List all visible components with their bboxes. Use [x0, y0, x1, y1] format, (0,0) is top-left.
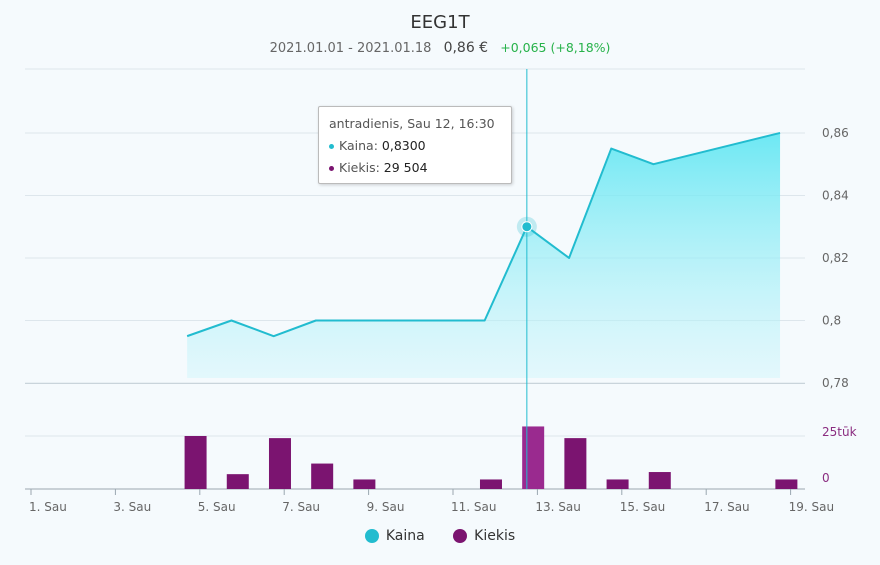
tooltip-price-row: Kaina: 0,8300	[329, 138, 426, 153]
x-tick-label: 1. Sau	[29, 500, 67, 514]
last-price: 0,86 €	[443, 40, 489, 56]
volume-tick-label: 25tūk	[822, 425, 857, 439]
tooltip-qty-value: 29 504	[383, 160, 428, 175]
volume-bar	[479, 479, 502, 489]
x-tick-label: 15. Sau	[620, 500, 665, 514]
volume-bar	[226, 474, 249, 489]
x-tick-label: 11. Sau	[451, 500, 496, 514]
hover-marker	[516, 216, 537, 237]
x-tick-label: 5. Sau	[198, 500, 236, 514]
y-tick-label: 0,8	[822, 314, 841, 328]
volume-bar	[564, 438, 587, 489]
x-tick-label: 7. Sau	[282, 500, 320, 514]
legend-circle-icon	[453, 529, 468, 543]
x-tick-label: 9. Sau	[367, 500, 405, 514]
volume-bar	[648, 472, 671, 489]
price-series	[186, 131, 781, 378]
volume-bar	[311, 463, 334, 489]
legend-item-kiekis[interactable]: Kiekis	[453, 528, 515, 544]
volume-bar	[522, 426, 545, 489]
legend-label-kaina: Kaina	[385, 528, 425, 544]
y-tick-label: 0,78	[822, 376, 849, 390]
legend-circle-icon	[364, 529, 379, 543]
price-line	[186, 131, 781, 338]
volume-bar	[775, 479, 798, 489]
chart-subtitle: 2021.01.01 - 2021.01.18 0,86 € +0,065 (+…	[0, 40, 880, 56]
price-change: +0,065 (+8,18%)	[500, 40, 611, 55]
y-tick-label: 0,84	[822, 188, 849, 202]
date-range: 2021.01.01 - 2021.01.18	[269, 41, 432, 56]
tooltip-price-label: Kaina:	[339, 138, 378, 153]
price-area	[187, 132, 781, 378]
axis-labels: 0,86 0,84 0,82 0,8 0,78 25tūk 0 1. Sau 3. Sau 5. …	[29, 126, 857, 514]
x-tick-label: 13. Sau	[535, 500, 580, 514]
tooltip-qty-row: Kiekis: 29 504	[329, 160, 428, 175]
volume-series	[184, 426, 798, 489]
chart-title: EEG1T	[410, 12, 470, 33]
chart-tooltip: antradienis, Sau 12, 16:30 Kaina: 0,8300…	[318, 106, 512, 184]
chart-legend: Kaina Kiekis	[0, 528, 880, 547]
x-tick-label: 17. Sau	[704, 500, 749, 514]
volume-bar	[184, 436, 207, 489]
tooltip-qty-label: Kiekis:	[339, 160, 380, 175]
legend-item-kaina[interactable]: Kaina	[364, 528, 425, 544]
hover-point	[521, 221, 533, 233]
y-tick-label: 0,82	[822, 251, 849, 265]
x-tick-label: 3. Sau	[113, 500, 151, 514]
y-tick-label: 0,86	[822, 126, 849, 140]
volume-bar	[606, 479, 629, 489]
price-dot-icon	[329, 144, 334, 149]
volume-bar	[268, 438, 291, 489]
legend-label-kiekis: Kiekis	[474, 528, 516, 544]
volume-bar	[353, 479, 376, 489]
volume-dot-icon	[329, 166, 334, 171]
tooltip-price-value: 0,8300	[381, 138, 426, 153]
x-tick-label: 19. Sau	[789, 500, 834, 514]
volume-tick-label: 0	[822, 471, 830, 485]
tooltip-date: antradienis, Sau 12, 16:30	[329, 116, 495, 131]
